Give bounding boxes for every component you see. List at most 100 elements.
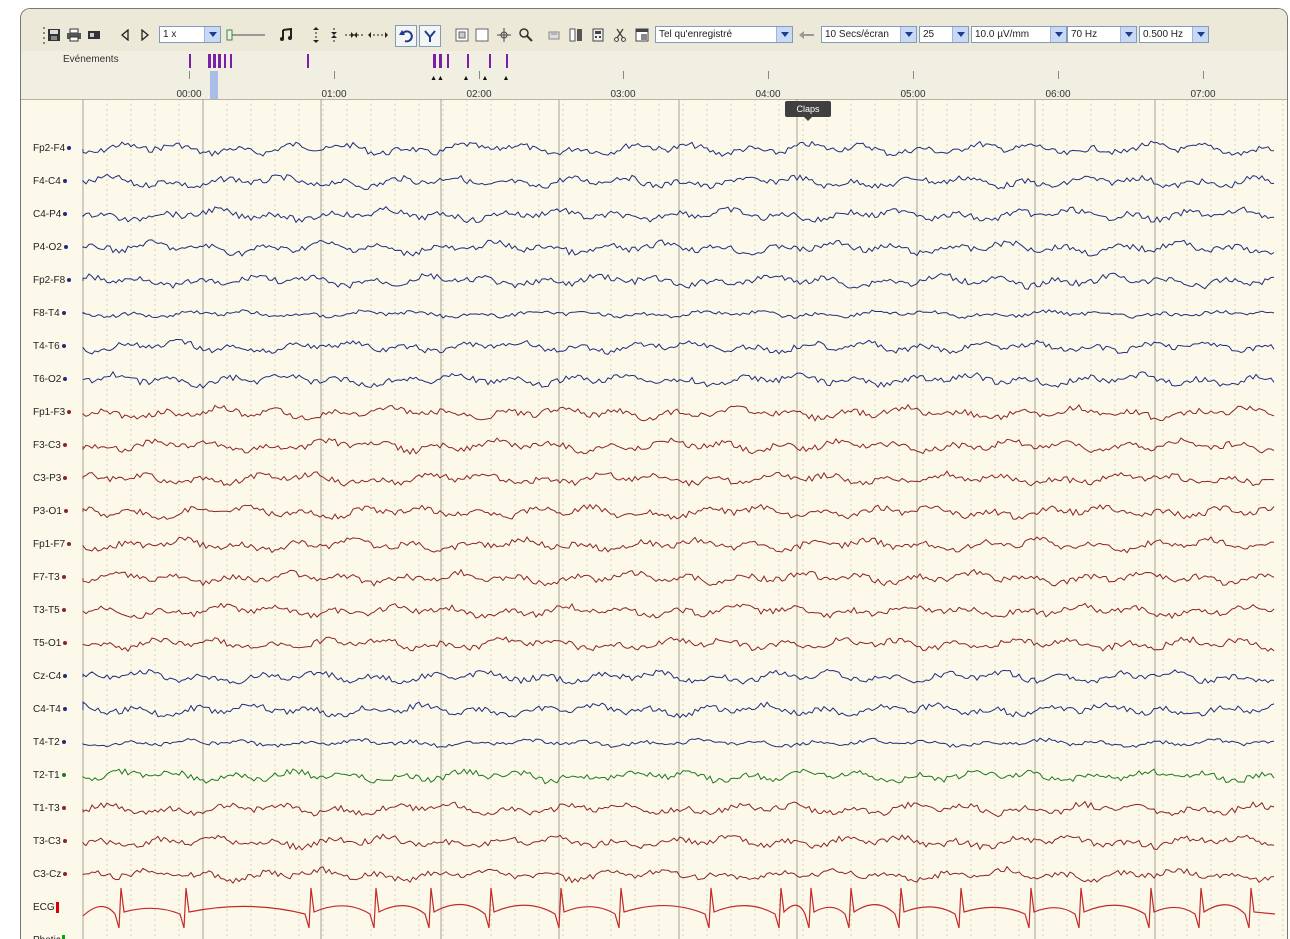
timeline-ruler[interactable]: 00:00 01:00 02:00 03:00 04:00 05:00 06:0… xyxy=(21,71,1287,100)
event-marker[interactable] xyxy=(433,54,436,68)
next-page-icon[interactable] xyxy=(137,25,153,45)
channel-dot-icon xyxy=(61,311,66,316)
channel-label[interactable]: C3-Cz xyxy=(33,869,68,880)
channel-name: C4-P4 xyxy=(33,209,62,220)
event-triangle-icon[interactable]: ▲ xyxy=(462,75,470,82)
eeg-trace xyxy=(82,370,1275,389)
event-triangle-icon[interactable]: ▲▲ xyxy=(430,75,444,82)
channel-name: T4-T2 xyxy=(33,737,60,748)
display-mode-select[interactable]: Tel qu'enregistré xyxy=(655,26,793,43)
playback-speed-slider[interactable] xyxy=(223,25,267,45)
channel-label[interactable]: P4-O2 xyxy=(33,242,68,253)
channel-label[interactable]: T2-T1 xyxy=(33,770,66,781)
crosshair-icon[interactable] xyxy=(495,25,513,45)
montage-icon[interactable] xyxy=(567,25,585,45)
time-scale-select[interactable]: 10 Secs/écran xyxy=(821,26,917,43)
record-icon[interactable] xyxy=(85,25,103,45)
channel-label[interactable]: T4-T2 xyxy=(33,737,66,748)
eeg-trace xyxy=(82,602,1275,620)
tick-mark xyxy=(768,71,769,79)
channel-label[interactable]: Fp2-F8 xyxy=(33,275,72,286)
audio-icon[interactable] xyxy=(277,25,295,45)
calculator-icon[interactable] xyxy=(589,25,607,45)
previous-page-icon[interactable] xyxy=(117,25,133,45)
save-icon[interactable] xyxy=(45,25,63,45)
page-setup-icon[interactable] xyxy=(545,25,563,45)
event-marker[interactable] xyxy=(506,54,508,68)
compress-vertical-icon[interactable] xyxy=(327,25,341,45)
channel-label[interactable]: F3-C3 xyxy=(33,440,67,451)
channel-label[interactable]: T3-T5 xyxy=(33,605,66,616)
channel-label[interactable]: Cz-C4 xyxy=(33,671,68,682)
select-rectangle-icon[interactable] xyxy=(473,25,491,45)
sensitivity-value: 10.0 µV/mm xyxy=(975,29,1030,40)
zoom-region-icon[interactable] xyxy=(453,25,471,45)
time-tick: 01:00 xyxy=(321,89,347,100)
channel-label[interactable]: T1-T3 xyxy=(33,803,66,814)
channel-label[interactable]: T5-O1 xyxy=(33,638,68,649)
channel-label[interactable]: Fp1-F7 xyxy=(33,539,72,550)
event-marker[interactable] xyxy=(439,54,442,68)
event-triangle-icon[interactable]: ▲ xyxy=(502,75,510,82)
tick-mark xyxy=(913,71,914,79)
event-marker[interactable] xyxy=(447,54,449,68)
event-marker[interactable] xyxy=(467,54,469,68)
channel-label[interactable]: F4-C4 xyxy=(33,176,67,187)
channel-label[interactable]: T3-C3 xyxy=(33,836,67,847)
channel-dot-icon xyxy=(63,476,68,481)
event-marker[interactable] xyxy=(218,54,221,68)
channel-label[interactable]: T4-T6 xyxy=(33,341,66,352)
channel-label[interactable]: P3-O1 xyxy=(33,506,68,517)
sensitivity-select[interactable]: 10.0 µV/mm xyxy=(971,26,1067,43)
speed-select[interactable]: 1 x xyxy=(159,26,221,43)
events-track[interactable]: Evénements xyxy=(21,51,1287,72)
event-marker[interactable] xyxy=(489,54,491,68)
channel-label[interactable]: ECG xyxy=(33,902,59,913)
channel-name: T1-T3 xyxy=(33,803,60,814)
back-arrow-icon[interactable] xyxy=(797,25,817,45)
channel-label[interactable]: Photic xyxy=(33,935,65,939)
channel-label[interactable]: C4-T4 xyxy=(33,704,67,715)
channel-dot-icon xyxy=(63,509,68,514)
eeg-trace xyxy=(82,568,1275,587)
event-marker[interactable] xyxy=(208,54,211,68)
compress-horizontal-icon[interactable] xyxy=(343,25,365,45)
eeg-trace xyxy=(82,339,1275,355)
channel-name: C3-Cz xyxy=(33,869,62,880)
channel-label[interactable]: F7-T3 xyxy=(33,572,66,583)
event-triangle-icon[interactable]: ▲ xyxy=(481,75,489,82)
channel-labels: Fp2-F4 F4-C4 C4-P4 P4-O2 Fp2-F8 F8-T4 T4-T6 T6-… xyxy=(21,99,83,939)
tick-mark xyxy=(334,71,335,79)
scissors-icon[interactable] xyxy=(611,25,629,45)
expand-horizontal-icon[interactable] xyxy=(367,25,389,45)
channel-label[interactable]: T6-O2 xyxy=(33,374,68,385)
filter-icon[interactable] xyxy=(419,25,441,47)
channel-label[interactable]: C4-P4 xyxy=(33,209,68,220)
low-filter-select[interactable]: 0.500 Hz xyxy=(1139,26,1209,43)
event-marker[interactable] xyxy=(213,54,216,68)
channel-count-select[interactable]: 25 xyxy=(919,26,969,43)
event-marker[interactable] xyxy=(224,54,226,68)
channel-name: Fp2-F8 xyxy=(33,275,66,286)
window-layout-icon[interactable] xyxy=(633,25,651,45)
event-marker[interactable] xyxy=(230,54,232,68)
channel-label[interactable]: Fp1-F3 xyxy=(33,407,72,418)
channel-name: Cz-C4 xyxy=(33,671,62,682)
eeg-trace-area[interactable] xyxy=(21,99,1287,939)
expand-vertical-icon[interactable] xyxy=(309,25,323,45)
magnifier-icon[interactable] xyxy=(517,25,535,45)
high-filter-select[interactable]: 70 Hz xyxy=(1067,26,1137,43)
channel-label[interactable]: C3-P3 xyxy=(33,473,68,484)
eeg-trace xyxy=(82,140,1275,157)
print-icon[interactable] xyxy=(65,25,83,45)
high-filter-value: 70 Hz xyxy=(1071,29,1098,40)
channel-dot-icon xyxy=(67,410,72,415)
channel-name: Photic xyxy=(33,935,61,939)
channel-label[interactable]: F8-T4 xyxy=(33,308,66,319)
event-marker[interactable] xyxy=(307,54,309,68)
event-marker[interactable] xyxy=(189,54,191,68)
undo-icon[interactable] xyxy=(395,25,417,47)
current-position-indicator[interactable] xyxy=(210,71,218,99)
channel-label[interactable]: Fp2-F4 xyxy=(33,143,72,154)
channel-dot-icon xyxy=(62,707,67,712)
